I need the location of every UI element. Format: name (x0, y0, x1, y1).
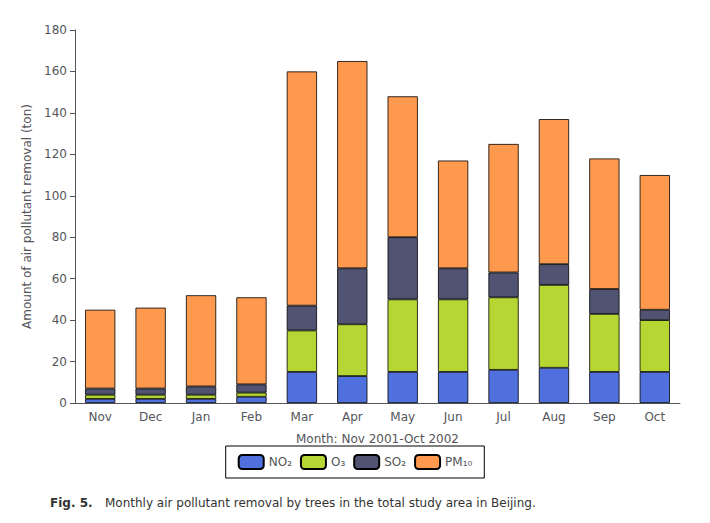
svg-text:Jul: Jul (495, 410, 510, 424)
svg-text:Fig. 5.: Fig. 5. (50, 496, 93, 510)
svg-text:May: May (390, 410, 415, 424)
svg-text:PM₁₀: PM₁₀ (445, 455, 472, 469)
svg-text:160: 160 (44, 64, 67, 78)
svg-text:Oct: Oct (644, 410, 665, 424)
svg-text:Mar: Mar (291, 410, 314, 424)
svg-text:40: 40 (52, 313, 67, 327)
svg-text:120: 120 (44, 147, 67, 161)
svg-text:180: 180 (44, 23, 67, 37)
svg-text:0: 0 (59, 396, 67, 410)
svg-text:SO₂: SO₂ (384, 455, 406, 469)
svg-text:Jun: Jun (443, 410, 463, 424)
svg-text:Sep: Sep (593, 410, 616, 424)
svg-text:Dec: Dec (139, 410, 162, 424)
svg-text:20: 20 (52, 355, 67, 369)
svg-text:60: 60 (52, 272, 67, 286)
svg-text:Apr: Apr (342, 410, 363, 424)
svg-text:Jan: Jan (191, 410, 211, 424)
svg-text:Nov: Nov (88, 410, 111, 424)
svg-text:Amount of air pollutant remova: Amount of air pollutant removal (ton) (20, 104, 34, 329)
svg-text:Monthly air pollutant removal: Monthly air pollutant removal by trees i… (105, 496, 536, 510)
svg-text:80: 80 (52, 230, 67, 244)
svg-text:O₃: O₃ (331, 455, 345, 469)
svg-text:Month: Nov 2001-Oct 2002: Month: Nov 2001-Oct 2002 (296, 432, 459, 446)
svg-text:Aug: Aug (542, 410, 565, 424)
svg-text:100: 100 (44, 189, 67, 203)
svg-text:NO₂: NO₂ (269, 455, 292, 469)
svg-text:Feb: Feb (241, 410, 262, 424)
svg-text:140: 140 (44, 106, 67, 120)
